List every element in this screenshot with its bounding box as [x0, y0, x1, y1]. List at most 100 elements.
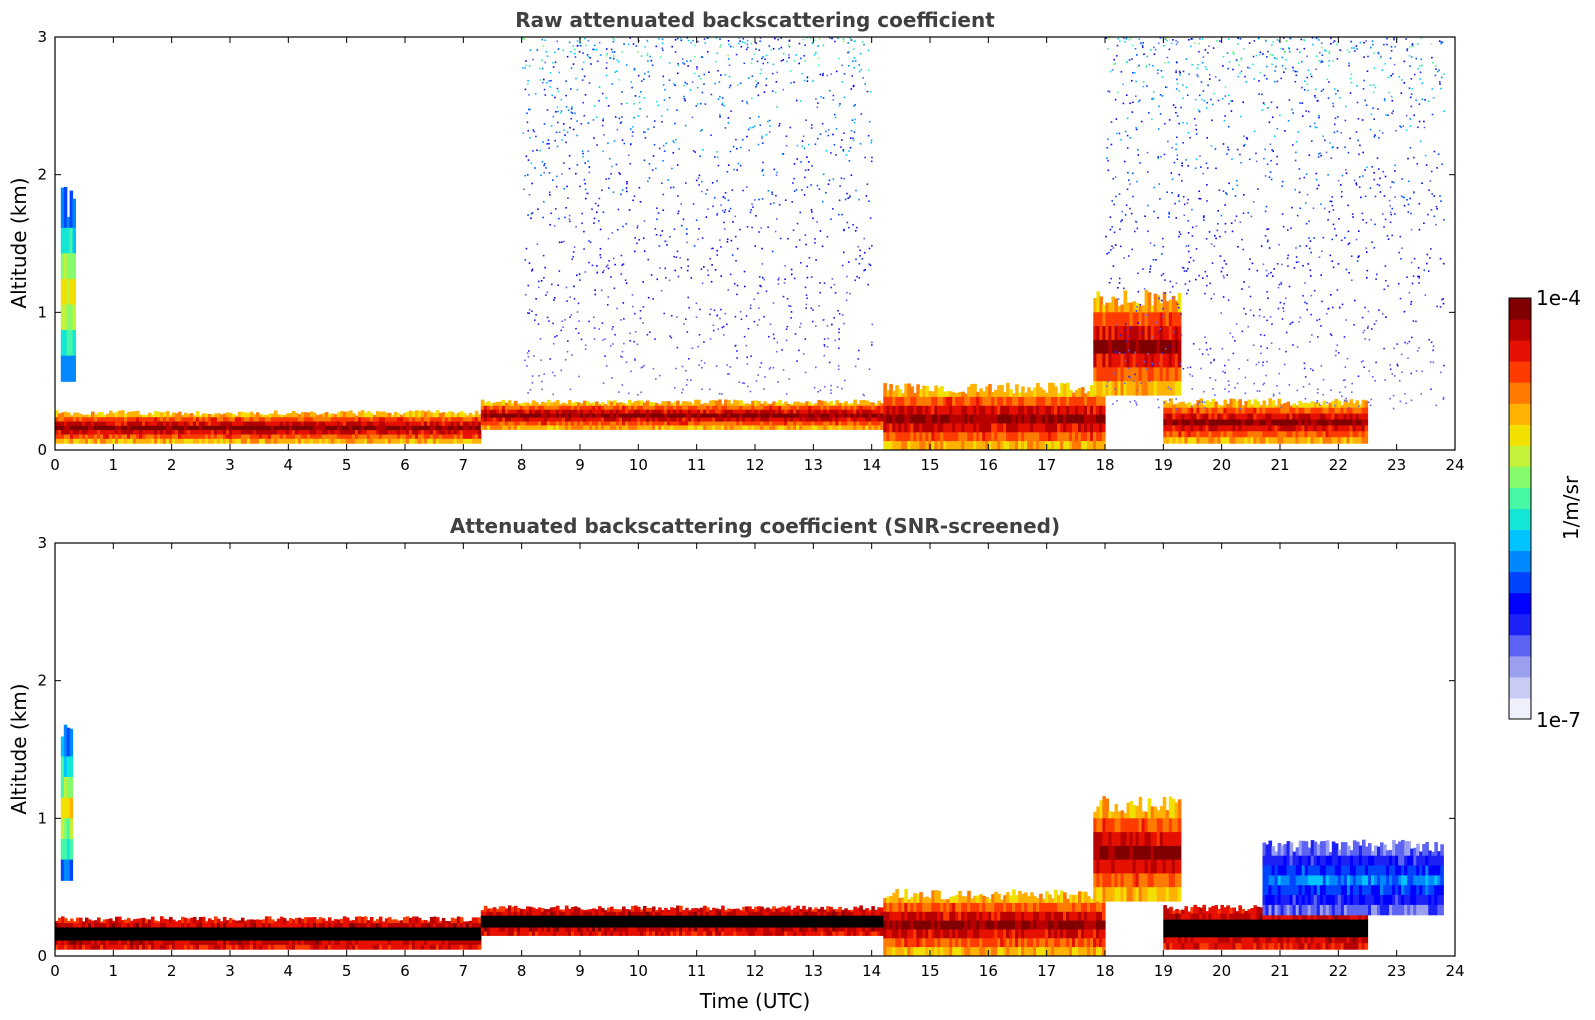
top-x-axis: 0 1 2 3 4 5 6 7 8 9 10 11 12 13 14 15 16 17 18 19 20 21 22 23 24: [50, 37, 1465, 474]
x-tick-label: 7: [459, 962, 469, 980]
colorbar-segment: [1509, 361, 1531, 383]
x-tick-label: 20: [1212, 962, 1231, 980]
y-tick-label: 0: [37, 947, 47, 965]
x-tick-label: 12: [745, 962, 764, 980]
heatmap-region-0: [55, 410, 482, 444]
x-tick-label: 16: [979, 962, 998, 980]
x-tick-label: 9: [575, 962, 585, 980]
x-tick-label: 17: [1037, 962, 1056, 980]
y-tick-label: 2: [37, 166, 47, 184]
colorbar-segment: [1509, 319, 1531, 341]
x-tick-label: 8: [517, 962, 527, 980]
colorbar-segment: [1509, 487, 1531, 509]
x-tick-label: 3: [225, 962, 235, 980]
x-tick-label: 15: [920, 456, 939, 474]
x-tick-label: 7: [459, 456, 469, 474]
colorbar-segment: [1509, 634, 1531, 657]
colorbar-min-label: 1e-7: [1536, 708, 1581, 732]
x-tick-label: 11: [687, 962, 706, 980]
bottom-y-axis-label: Altitude (km): [7, 683, 31, 814]
x-tick-label: 24: [1445, 456, 1464, 474]
x-tick-label: 1: [109, 456, 119, 474]
bottom-plot-frame: [54, 542, 1456, 957]
colorbar-segment: [1509, 508, 1531, 531]
x-tick-label: 9: [575, 456, 585, 474]
x-tick-label: 4: [284, 456, 294, 474]
colorbar-unit-label: 1/m/sr: [1559, 475, 1583, 540]
colorbar-segment: [1509, 655, 1531, 678]
colorbar-segment: [1509, 403, 1531, 425]
heatmap-region-6: [1262, 839, 1444, 916]
x-tick-label: 3: [225, 456, 235, 474]
x-tick-label: 5: [342, 962, 352, 980]
bottom-x-axis: 0 1 2 3 4 5 6 7 8 9 10 11 12 13 14 15 16 17 18 19 20 21 22 23 24: [50, 543, 1465, 980]
x-tick-label: 0: [50, 456, 60, 474]
x-tick-label: 21: [1270, 962, 1289, 980]
top-y-axis: 0 1 2 3: [37, 28, 1455, 459]
x-tick-label: 2: [167, 456, 177, 474]
heatmap-region-4: [1163, 398, 1369, 444]
x-tick-label: 19: [1154, 962, 1173, 980]
x-tick-label: 18: [1095, 962, 1114, 980]
x-tick-label: 13: [804, 962, 823, 980]
top-plot-area: [55, 37, 1445, 450]
heatmap-region-3: [1093, 796, 1182, 902]
x-tick-label: 19: [1154, 456, 1173, 474]
y-tick-label: 3: [37, 534, 47, 552]
colorbar-segment: [1509, 466, 1531, 488]
x-tick-label: 1: [109, 962, 119, 980]
heatmap-region-5: [60, 724, 74, 881]
x-tick-label: 10: [629, 962, 648, 980]
x-tick-label: 21: [1270, 456, 1289, 474]
heatmap-region-6: [522, 37, 874, 397]
bottom-plot-area: [55, 724, 1444, 956]
x-tick-label: 6: [400, 962, 410, 980]
x-tick-label: 0: [50, 962, 60, 980]
x-tick-label: 15: [920, 962, 939, 980]
x-tick-label: 17: [1037, 456, 1056, 474]
colorbar-segment: [1509, 676, 1531, 699]
x-tick-label: 2: [167, 962, 177, 980]
colorbar-segment: [1509, 697, 1531, 720]
y-tick-label: 3: [37, 28, 47, 46]
x-tick-label: 16: [979, 456, 998, 474]
x-tick-label: 13: [804, 456, 823, 474]
x-tick-label: 23: [1387, 962, 1406, 980]
x-tick-label: 5: [342, 456, 352, 474]
top-panel-title: Raw attenuated backscattering coefficien…: [515, 8, 995, 32]
colorbar-segment: [1509, 424, 1531, 446]
x-tick-label: 22: [1329, 456, 1348, 474]
y-tick-label: 2: [37, 672, 47, 690]
colorbar-segment: [1509, 592, 1531, 615]
heatmap-region-2: [883, 382, 1106, 450]
x-tick-label: 18: [1095, 456, 1114, 474]
top-plot-frame: [54, 36, 1456, 451]
x-tick-label: 4: [284, 962, 294, 980]
colorbar-frame: [1508, 297, 1532, 720]
heatmap-region-1: [480, 399, 884, 430]
heatmap-region-0: [55, 916, 482, 950]
colorbar-segment: [1509, 298, 1531, 320]
x-tick-label: 10: [629, 456, 648, 474]
y-tick-label: 1: [37, 809, 47, 827]
heatmap-region-5: [60, 187, 76, 382]
x-tick-label: 14: [862, 962, 881, 980]
x-tick-label: 23: [1387, 456, 1406, 474]
x-tick-label: 22: [1329, 962, 1348, 980]
heatmap-region-7: [1105, 37, 1445, 411]
colorbar-segment: [1509, 550, 1531, 573]
x-tick-label: 20: [1212, 456, 1231, 474]
bottom-y-axis: 0 1 2 3: [37, 534, 1455, 965]
y-tick-label: 0: [37, 441, 47, 459]
colorbar-segment: [1509, 529, 1531, 552]
heatmap-region-3: [1093, 290, 1182, 396]
colorbar-segment: [1509, 571, 1531, 594]
x-tick-label: 24: [1445, 962, 1464, 980]
x-axis-label: Time (UTC): [699, 989, 811, 1013]
colorbar-segment: [1509, 613, 1531, 636]
x-tick-label: 6: [400, 456, 410, 474]
x-tick-label: 8: [517, 456, 527, 474]
bottom-panel-title: Attenuated backscattering coefficient (S…: [450, 514, 1060, 538]
y-tick-label: 1: [37, 303, 47, 321]
